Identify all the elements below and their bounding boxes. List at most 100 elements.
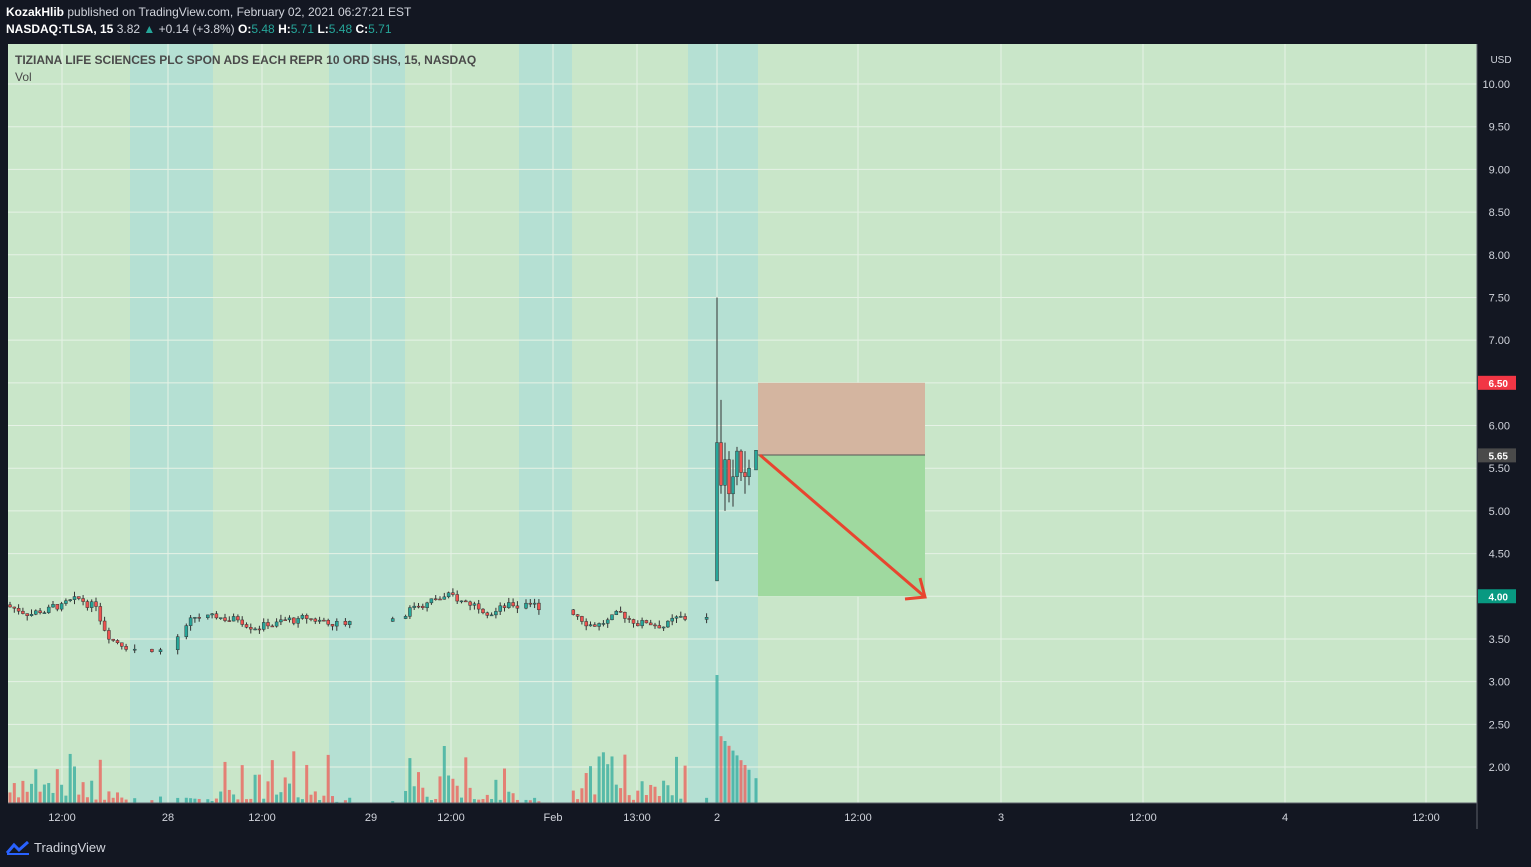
candle-body — [588, 624, 593, 627]
volume-bar — [197, 798, 201, 803]
candle-body — [42, 612, 47, 614]
candle-body — [719, 442, 723, 486]
x-tick-label: 12:00 — [248, 812, 276, 824]
volume-bar — [727, 745, 731, 803]
volume-bar — [253, 774, 257, 803]
volume-bar — [417, 772, 420, 803]
candle-body — [631, 619, 636, 624]
candle-body — [640, 620, 644, 627]
candle-body — [679, 616, 683, 618]
volume-bar — [116, 792, 119, 803]
volume-bar — [8, 792, 12, 803]
currency-label: USD — [1490, 55, 1511, 66]
x-tick-label: 12:00 — [1129, 812, 1157, 824]
candle-body — [283, 619, 287, 621]
brand-footer[interactable]: TradingView — [6, 840, 106, 855]
volume-bar — [12, 783, 16, 803]
volume-bar — [249, 798, 253, 803]
volume-bar — [313, 791, 317, 803]
candle-body — [446, 592, 451, 598]
volume-bar — [111, 797, 115, 803]
y-tick-label: 3.50 — [1489, 634, 1510, 646]
candle-body — [292, 617, 296, 624]
volume-bar — [408, 758, 412, 803]
volume-bar — [176, 797, 180, 803]
volume-bar — [515, 799, 519, 803]
tradingview-logo-icon — [6, 840, 29, 855]
price-badge — [1478, 375, 1516, 390]
volume-bar — [404, 790, 408, 803]
x-tick-label: 13:00 — [623, 812, 651, 824]
candle-body — [111, 638, 115, 641]
y-tick-label: 7.50 — [1489, 292, 1510, 304]
candle-body — [223, 617, 227, 621]
volume-bar — [683, 765, 687, 803]
candle-body — [21, 610, 25, 614]
author-name[interactable]: KozakHlib — [6, 5, 65, 19]
volume-bar — [245, 799, 248, 803]
volume-bar — [589, 766, 592, 803]
candle-body — [335, 621, 339, 627]
volume-bar — [214, 798, 218, 803]
volume-bar — [348, 797, 352, 803]
chart-title: TIZIANA LIFE SCIENCES PLC SPON ADS EACH … — [15, 53, 476, 67]
candle-body — [468, 601, 472, 606]
open-label: O: — [238, 22, 252, 36]
candle-body — [184, 625, 189, 637]
volume-bar — [438, 776, 442, 803]
candle-body — [34, 610, 38, 615]
volume-bar — [464, 757, 468, 803]
volume-bar — [657, 796, 661, 803]
volume-bar — [331, 796, 334, 803]
candle-body — [754, 450, 758, 471]
volume-bar — [94, 799, 98, 803]
candle-body — [502, 605, 507, 608]
volume-bar — [309, 794, 313, 803]
volume-bar — [498, 799, 502, 803]
stop-loss-zone[interactable] — [758, 382, 925, 456]
volume-bar — [576, 799, 580, 803]
candle-body — [515, 605, 520, 609]
candle-body — [313, 618, 318, 622]
candle-body — [59, 603, 64, 610]
symbol-label[interactable]: NASDAQ:TLSA, 15 — [6, 22, 114, 36]
volume-bar — [288, 783, 291, 803]
candle-body — [12, 606, 17, 609]
volume-bar — [468, 787, 472, 803]
volume-bar — [60, 784, 64, 803]
volume-bar — [219, 791, 223, 803]
volume-bar — [507, 791, 511, 803]
x-tick-label: 12:00 — [1412, 812, 1440, 824]
candle-body — [98, 606, 103, 622]
volume-bar — [68, 753, 72, 803]
volume-bar — [636, 790, 640, 803]
volume-bar — [25, 791, 29, 803]
candle-body — [390, 618, 395, 622]
candle-body — [451, 592, 455, 595]
publish-text: published on TradingView.com, February 0… — [67, 5, 412, 19]
candle-body — [416, 605, 421, 608]
candle-body — [240, 619, 244, 625]
y-tick-label: 7.00 — [1489, 335, 1510, 347]
candle-body — [107, 630, 111, 640]
volume-bar — [472, 799, 476, 803]
x-tick-label: 3 — [998, 812, 1004, 824]
volume-bar — [51, 792, 55, 803]
volume-bar — [322, 795, 326, 803]
candle-body — [124, 646, 128, 650]
candle-body — [618, 611, 623, 613]
change-value: +0.14 (+3.8%) — [158, 22, 235, 36]
session-band — [688, 44, 758, 803]
volume-bar — [279, 792, 283, 803]
candle-body — [605, 619, 610, 624]
volume-bar — [528, 800, 532, 803]
low-value: 5.48 — [328, 22, 353, 36]
volume-bar — [494, 779, 498, 803]
volume-bar — [343, 800, 347, 803]
candle-body — [287, 617, 292, 621]
direction-arrow-icon[interactable] — [759, 453, 927, 601]
candle-body — [218, 617, 223, 619]
price-badge-label: 6.50 — [1489, 379, 1509, 390]
volume-bar — [184, 797, 188, 803]
